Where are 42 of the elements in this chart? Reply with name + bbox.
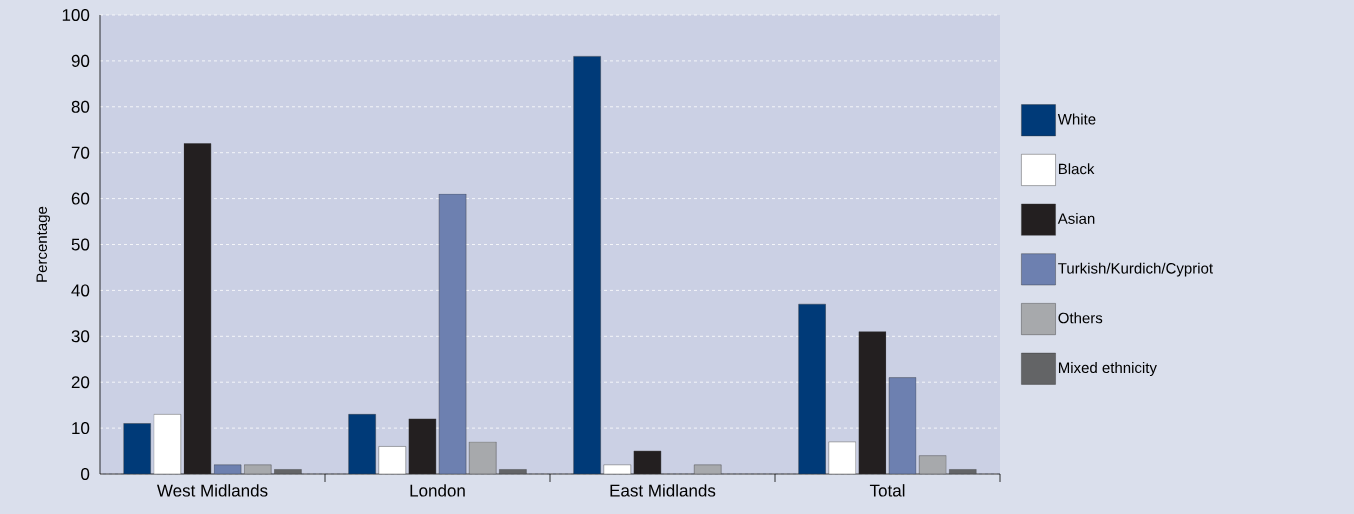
legend-label: White bbox=[1057, 113, 1096, 125]
bar bbox=[888, 377, 917, 474]
y-tick-label: 40 bbox=[71, 284, 90, 297]
y-tick-label: 10 bbox=[72, 422, 90, 435]
y-tick-label: 80 bbox=[71, 100, 90, 113]
bar bbox=[499, 469, 527, 474]
x-tick-label: London bbox=[410, 484, 465, 497]
bar bbox=[183, 143, 212, 474]
bar bbox=[469, 441, 497, 474]
bar bbox=[378, 446, 406, 474]
legend-label: Asian bbox=[1057, 212, 1095, 224]
y-tick-label: 20 bbox=[71, 376, 90, 389]
bar bbox=[798, 303, 826, 474]
bar bbox=[123, 423, 151, 474]
y-tick-label: 60 bbox=[71, 192, 90, 205]
legend-label: Turkish/Kurdich/Cypriot bbox=[1058, 262, 1213, 277]
bar bbox=[919, 455, 947, 474]
bar bbox=[274, 469, 302, 474]
bar bbox=[603, 464, 631, 474]
x-tick-label: East Midlands bbox=[610, 484, 716, 497]
bar bbox=[694, 464, 722, 474]
bar bbox=[244, 464, 272, 474]
y-axis-title: Percentage bbox=[36, 206, 50, 282]
bar bbox=[828, 441, 856, 474]
x-tick-label: Total bbox=[869, 484, 905, 497]
y-tick-label: 30 bbox=[71, 330, 90, 343]
legend-label: Mixed ethnicity bbox=[1058, 362, 1157, 377]
bar bbox=[348, 414, 376, 474]
bar bbox=[633, 450, 662, 474]
legend-label: Others bbox=[1058, 312, 1103, 324]
legend-label: Black bbox=[1058, 163, 1095, 175]
y-tick-label: 70 bbox=[71, 146, 90, 159]
bar bbox=[153, 414, 181, 474]
bar bbox=[949, 469, 977, 474]
y-tick-label: 100 bbox=[62, 8, 90, 22]
bar bbox=[573, 56, 601, 474]
y-tick-label: 90 bbox=[71, 54, 90, 67]
bar bbox=[213, 464, 242, 474]
y-tick-label: 0 bbox=[81, 467, 90, 481]
x-tick-label: West Midlands bbox=[156, 484, 268, 497]
y-tick-label: 50 bbox=[71, 238, 90, 251]
bar bbox=[858, 331, 887, 474]
